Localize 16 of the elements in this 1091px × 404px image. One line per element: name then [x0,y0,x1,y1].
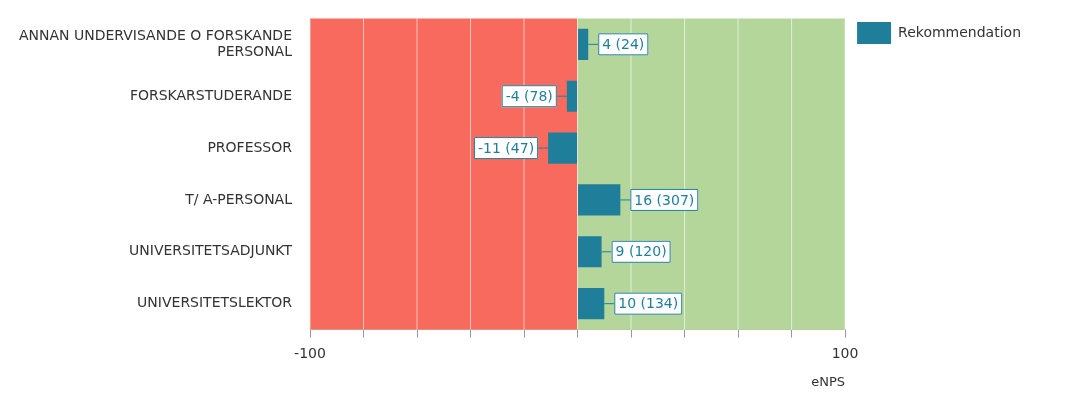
data-label: 16 (307) [634,191,695,208]
data-label: 10 (134) [618,295,679,312]
data-label: -11 (47) [478,139,535,156]
x-tick-label: -100 [294,344,326,361]
y-tick-label: FORSKARSTUDERANDE [129,86,292,103]
x-axis-title: eNPS [811,373,846,389]
y-tick-label: PROFESSOR [207,138,293,155]
x-tick-label: 100 [831,344,859,361]
y-tick-label: UNIVERSITETSLEKTOR [137,294,293,311]
data-label: 9 (120) [615,243,667,260]
data-label: -4 (78) [505,87,553,104]
y-tick-label: UNIVERSITETSADJUNKT [129,242,293,259]
y-tick-label: ANNAN UNDERVISANDE O FORSKANDE PERSONAL [18,26,293,60]
data-label: 4 (24) [602,35,645,52]
legend-label: Rekommendation [898,23,1022,40]
y-tick-label: T/ A-PERSONAL [184,190,293,207]
